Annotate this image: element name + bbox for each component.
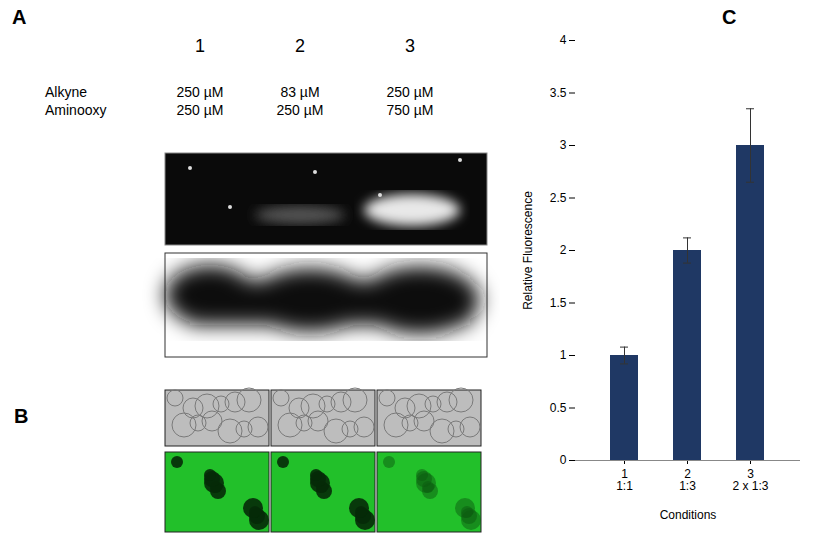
svg-text:2: 2 bbox=[560, 243, 567, 257]
svg-text:1: 1 bbox=[560, 348, 567, 362]
html-text:Aminooxy: Aminooxy bbox=[45, 102, 107, 118]
html-text:250 µM: 250 µM bbox=[276, 102, 324, 118]
html-text:250 µM: 250 µM bbox=[176, 84, 224, 100]
html-text:83 µM: 83 µM bbox=[280, 84, 320, 100]
html-text:750 µM: 750 µM bbox=[386, 102, 434, 118]
svg-text:11:1: 11:1 bbox=[616, 467, 633, 493]
html-text:C: C bbox=[722, 6, 737, 28]
svg-text:Relative Fluorescence: Relative Fluorescence bbox=[521, 191, 535, 310]
html-text:1: 1 bbox=[195, 36, 205, 56]
svg-text:2.5: 2.5 bbox=[550, 191, 567, 205]
svg-text:21:3: 21:3 bbox=[679, 467, 696, 493]
html-text:3: 3 bbox=[405, 36, 415, 56]
svg-text:0.5: 0.5 bbox=[550, 401, 567, 415]
svg-text:0: 0 bbox=[560, 453, 567, 467]
html-text:Alkyne: Alkyne bbox=[45, 84, 87, 100]
svg-text:3.5: 3.5 bbox=[550, 86, 567, 100]
html-text:2: 2 bbox=[295, 36, 305, 56]
svg-text:4: 4 bbox=[560, 33, 567, 47]
svg-text:Conditions: Conditions bbox=[660, 508, 717, 522]
html-text:B: B bbox=[14, 405, 29, 427]
svg-text:1.5: 1.5 bbox=[550, 296, 567, 310]
html-text:A: A bbox=[12, 6, 27, 28]
svg-text:32 x 1:3: 32 x 1:3 bbox=[732, 467, 768, 493]
svg-text:3: 3 bbox=[560, 138, 567, 152]
html-text:250 µM: 250 µM bbox=[176, 102, 224, 118]
html-text:250 µM: 250 µM bbox=[386, 84, 434, 100]
